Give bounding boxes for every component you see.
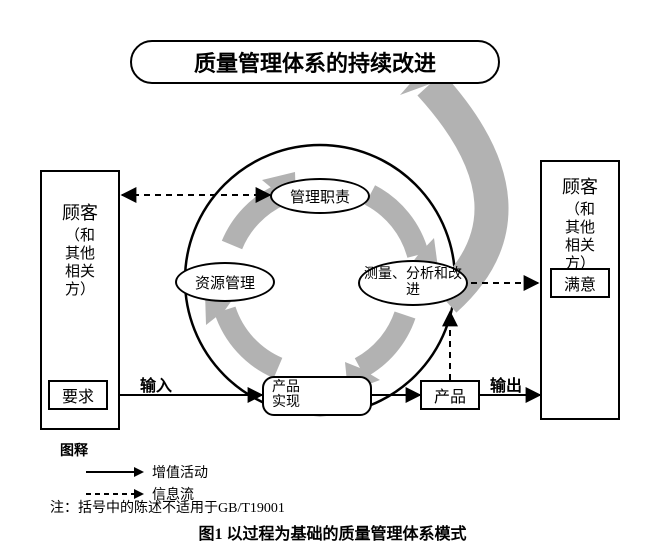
satisfaction-label: 满意 bbox=[564, 271, 596, 295]
requirement-label: 要求 bbox=[62, 383, 94, 407]
right-customer-sub: （和其他相关方） bbox=[564, 201, 597, 273]
input-label: 输入 bbox=[140, 372, 172, 396]
legend-title: 图释 bbox=[60, 440, 208, 460]
output-label: 输出 bbox=[490, 372, 522, 396]
node-product: 产品 bbox=[420, 380, 480, 410]
node-measure-label: 测量、分析和改进 bbox=[364, 267, 462, 299]
legend-solid-arrow-icon bbox=[84, 465, 144, 479]
node-product-label: 产品 bbox=[434, 383, 466, 407]
left-customer-heading: 顾客 bbox=[62, 202, 98, 225]
node-realize: 产品 实现 bbox=[262, 376, 372, 416]
figure-caption: 图1 以过程为基础的质量管理体系模式 bbox=[0, 520, 665, 544]
requirement-box: 要求 bbox=[48, 380, 108, 410]
satisfaction-box: 满意 bbox=[550, 268, 610, 298]
node-realize-l1: 产品 bbox=[272, 380, 300, 395]
legend-note: 注：括号中的陈述不适用于GB/T19001 bbox=[50, 497, 285, 517]
node-realize-l2: 实现 bbox=[272, 395, 300, 410]
node-resource-label: 资源管理 bbox=[195, 272, 255, 293]
right-customer-heading: 顾客 bbox=[562, 176, 598, 199]
node-mgmt-label: 管理职责 bbox=[290, 186, 350, 207]
legend-row-valueadd: 增值活动 bbox=[60, 462, 208, 482]
legend-valueadd-label: 增值活动 bbox=[152, 462, 208, 482]
node-mgmt: 管理职责 bbox=[270, 178, 370, 214]
title-text: 质量管理体系的持续改进 bbox=[194, 46, 436, 78]
node-measure: 测量、分析和改进 bbox=[358, 260, 468, 306]
left-customer-sub: （和其他相关方） bbox=[64, 227, 97, 299]
node-resource: 资源管理 bbox=[175, 262, 275, 302]
title-box: 质量管理体系的持续改进 bbox=[130, 40, 500, 84]
